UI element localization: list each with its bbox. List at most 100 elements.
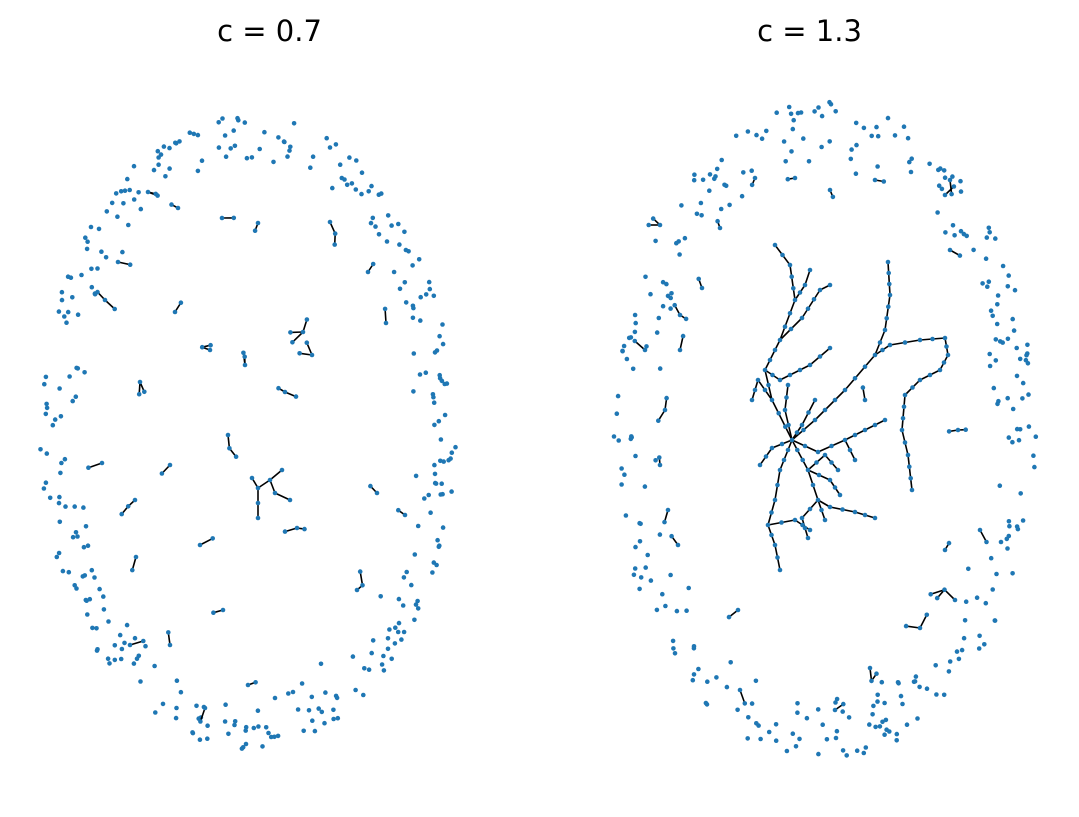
graph-node xyxy=(665,507,671,513)
graph-node xyxy=(822,452,828,458)
graph-node xyxy=(776,411,781,416)
graph-node xyxy=(102,297,108,303)
graph-node xyxy=(297,351,302,356)
graph-edge xyxy=(943,589,956,601)
graph-node xyxy=(881,179,887,184)
graph-node xyxy=(749,168,754,173)
graph-node xyxy=(67,374,72,379)
graph-node xyxy=(410,263,415,268)
graph-node xyxy=(629,435,634,440)
graph-node xyxy=(57,386,62,391)
graph-node xyxy=(195,132,201,138)
graph-node xyxy=(1023,357,1029,363)
graph-edge xyxy=(887,261,891,296)
graph-node xyxy=(152,663,157,669)
graph-node xyxy=(956,656,962,662)
graph-node xyxy=(276,135,281,140)
graph-node xyxy=(1024,352,1029,358)
graph-node xyxy=(782,324,788,330)
graph-node xyxy=(862,364,868,370)
graph-node xyxy=(656,315,662,321)
graph-node xyxy=(637,586,642,592)
graph-node xyxy=(737,687,743,693)
graph-node xyxy=(385,646,391,652)
graph-node xyxy=(790,731,796,736)
graph-node xyxy=(950,223,956,228)
graph-node xyxy=(900,701,905,707)
graph-node xyxy=(827,139,832,144)
graph-node xyxy=(436,418,442,424)
graph-node xyxy=(879,679,885,685)
graph-node xyxy=(683,316,689,322)
graph-node xyxy=(347,155,352,160)
graph-node xyxy=(882,700,887,706)
random-graph-right xyxy=(611,99,1039,758)
graph-edge xyxy=(930,588,945,596)
graph-node xyxy=(805,535,811,541)
graph-node xyxy=(272,490,278,496)
graph-node xyxy=(413,473,419,479)
graph-node xyxy=(677,312,683,318)
graph-node xyxy=(404,569,410,575)
graph-node xyxy=(163,174,168,179)
graph-node xyxy=(290,340,295,345)
graph-node xyxy=(90,625,95,631)
graph-node xyxy=(112,306,117,312)
graph-node xyxy=(887,281,892,287)
graph-node xyxy=(988,308,994,314)
graph-node xyxy=(615,393,621,399)
graph-node xyxy=(992,618,998,623)
graph-node xyxy=(812,397,818,403)
graph-node xyxy=(874,124,879,130)
graph-node xyxy=(1032,464,1037,470)
graph-node xyxy=(840,709,845,714)
graph-node xyxy=(954,649,960,654)
graph-node xyxy=(882,417,888,423)
graph-node xyxy=(393,625,398,630)
graph-node xyxy=(155,193,160,198)
graph-node xyxy=(662,407,668,413)
graph-node xyxy=(207,347,213,353)
graph-node xyxy=(309,694,315,700)
panel-title-right: c = 1.3 xyxy=(757,14,862,48)
graph-node xyxy=(633,544,638,550)
graph-node xyxy=(862,397,868,403)
graph-node xyxy=(357,569,363,574)
graph-node xyxy=(399,637,404,642)
graph-node xyxy=(784,748,790,754)
graph-node xyxy=(829,460,834,465)
graph-node xyxy=(282,139,287,145)
graph-node xyxy=(130,567,135,573)
graph-node xyxy=(1005,336,1011,342)
graph-node xyxy=(657,222,663,228)
graph-node xyxy=(905,452,911,458)
graph-node xyxy=(833,700,838,705)
graph-node xyxy=(672,651,678,656)
graph-node xyxy=(94,626,99,631)
graph-node xyxy=(924,686,930,691)
graph-node xyxy=(949,191,954,197)
graph-node xyxy=(41,486,47,491)
graph-node xyxy=(769,397,775,403)
graph-node xyxy=(288,144,293,150)
graph-node xyxy=(236,118,241,123)
graph-node xyxy=(83,235,88,240)
graph-node xyxy=(795,110,801,116)
graph-node xyxy=(333,142,339,147)
graph-node xyxy=(1005,395,1010,401)
graph-node xyxy=(299,681,305,686)
graph-node xyxy=(963,599,969,604)
graph-edge xyxy=(739,689,746,704)
graph-node xyxy=(38,447,43,452)
graph-node xyxy=(807,362,813,368)
graph-node xyxy=(892,133,898,138)
graph-node xyxy=(396,221,401,227)
graph-edge xyxy=(779,364,811,381)
graph-node xyxy=(991,385,997,391)
graph-node xyxy=(990,587,995,592)
graph-node xyxy=(648,578,654,583)
graph-node xyxy=(83,524,89,529)
graph-node xyxy=(418,294,424,300)
graph-node xyxy=(801,427,806,433)
graph-node xyxy=(791,117,796,123)
